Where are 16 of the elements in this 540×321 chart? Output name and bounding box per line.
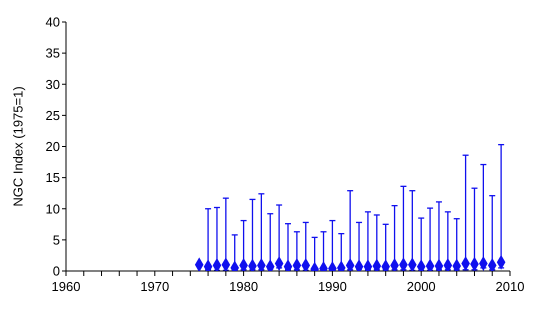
- y-tick-label: 30: [46, 76, 60, 92]
- x-tick-label: 1970: [140, 279, 170, 294]
- x-tick-label: 1960: [52, 279, 80, 294]
- x-tick-label: 2000: [406, 279, 436, 294]
- x-tick-label: 2010: [496, 279, 524, 294]
- y-tick-label: 10: [46, 201, 60, 216]
- y-tick-label: 25: [46, 108, 60, 123]
- y-tick-label: 35: [46, 46, 60, 61]
- x-tick-label: 1990: [318, 279, 347, 294]
- y-tick-label: 40: [46, 14, 60, 30]
- y-axis-title: NGC Index (1975=1): [10, 86, 26, 207]
- y-tick-label: 5: [52, 232, 60, 248]
- y-tick-label: 20: [46, 139, 60, 154]
- x-tick-label: 1980: [229, 279, 258, 294]
- y-tick-label: 15: [46, 170, 60, 186]
- y-tick-label: 0: [52, 264, 60, 279]
